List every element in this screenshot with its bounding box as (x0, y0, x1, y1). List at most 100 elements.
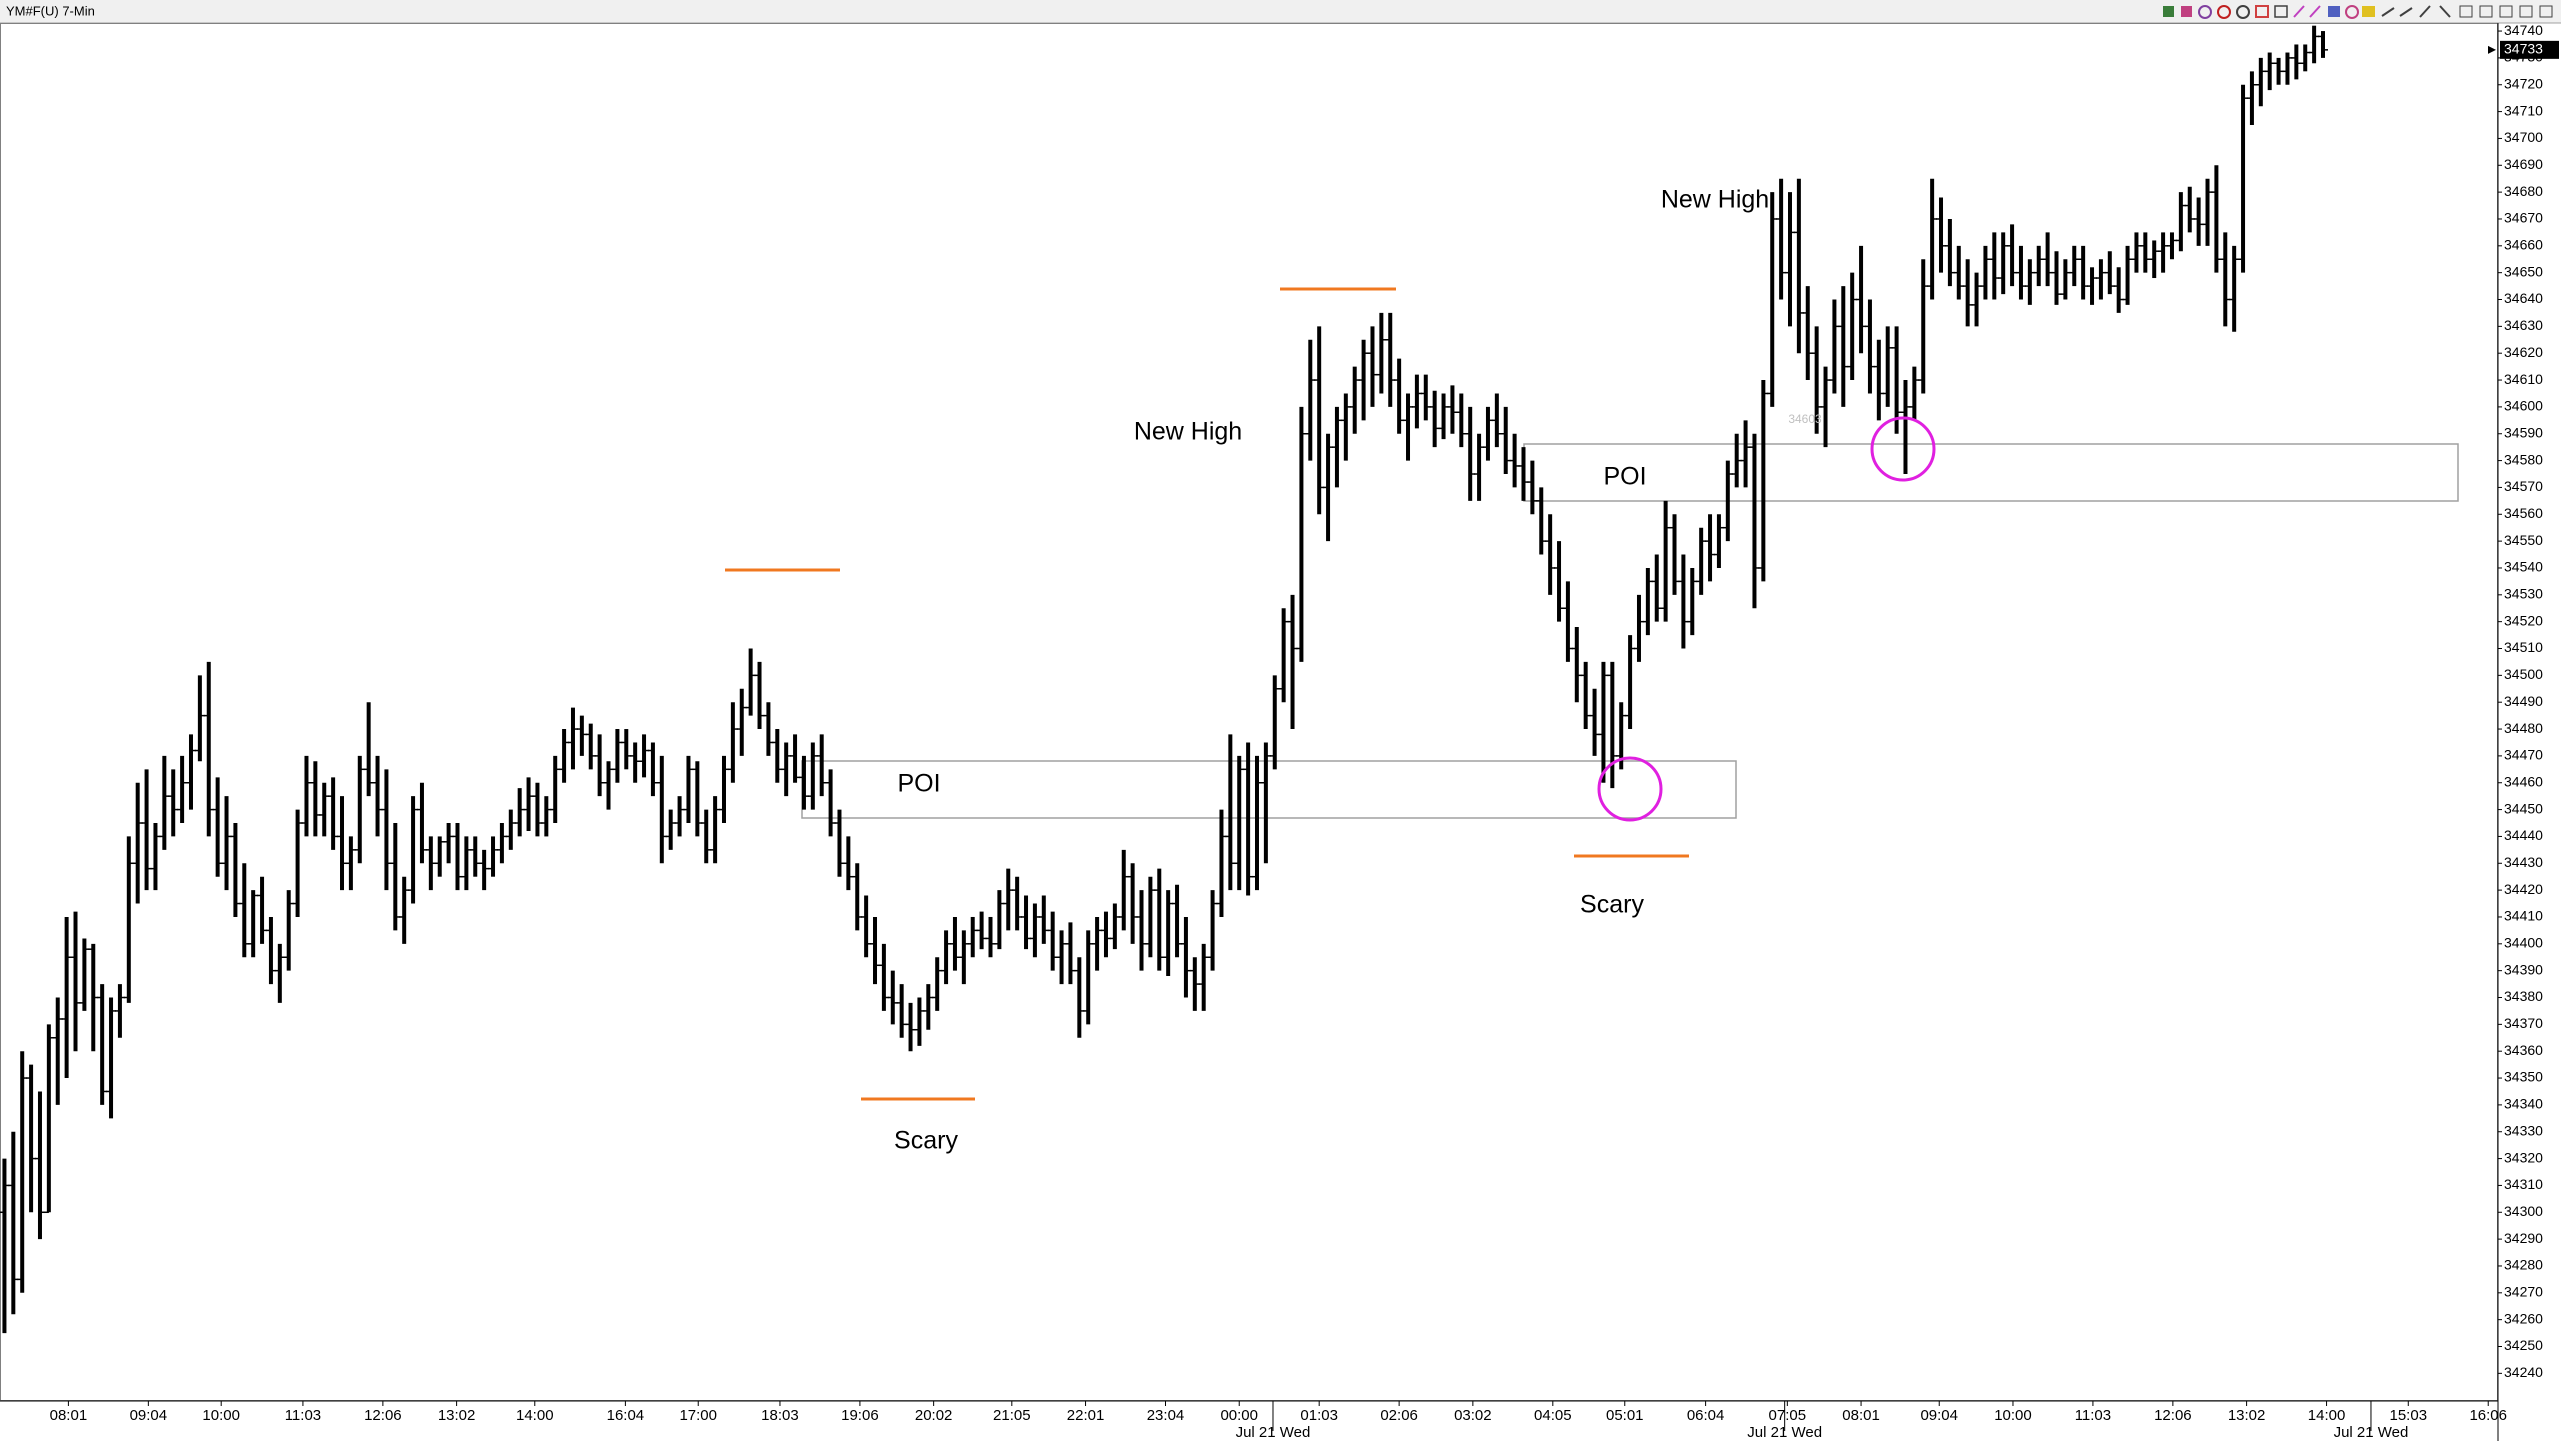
y-tick-label: 34650 (2504, 263, 2543, 279)
tool-icon[interactable] (2236, 5, 2250, 19)
y-tick-label: 34480 (2504, 720, 2543, 736)
x-tick-label: 14:00 (2308, 1407, 2346, 1424)
annotation: POI (897, 770, 940, 798)
tool-icon[interactable] (2362, 6, 2375, 17)
x-tick-label: 19:06 (841, 1407, 879, 1424)
chart-title: YM#F(U) 7-Min (6, 3, 95, 18)
x-tick-label: 13:02 (2228, 1407, 2266, 1424)
y-tick-label: 34440 (2504, 827, 2543, 843)
highlight-circle (1597, 756, 1663, 822)
y-tick-label: 34580 (2504, 451, 2543, 467)
y-tick-label: 34290 (2504, 1230, 2543, 1246)
y-tick-label: 34620 (2504, 344, 2543, 360)
y-tick-label: 34450 (2504, 800, 2543, 816)
x-tick-label: 23:04 (1147, 1407, 1185, 1424)
y-tick-label: 34600 (2504, 398, 2543, 414)
y-tick-label: 34310 (2504, 1176, 2543, 1192)
y-tick-label: 34630 (2504, 317, 2543, 333)
x-tick-label: 08:01 (1842, 1407, 1880, 1424)
tool-icon[interactable] (2479, 5, 2493, 18)
y-tick-label: 34740 (2504, 22, 2543, 38)
y-tick-label: 34530 (2504, 586, 2543, 602)
x-tick-label: 04:05 (1534, 1407, 1572, 1424)
y-tick-label: 34270 (2504, 1284, 2543, 1300)
y-tick-label: 34540 (2504, 559, 2543, 575)
bars (0, 25, 2328, 1334)
x-tick-label: 09:04 (1920, 1407, 1958, 1424)
y-tick-label: 34390 (2504, 961, 2543, 977)
x-tick-label: 12:06 (364, 1407, 402, 1424)
x-tick-label: 17:00 (679, 1407, 717, 1424)
y-tick-label: 34370 (2504, 1015, 2543, 1031)
x-tick-label: 11:03 (285, 1407, 321, 1424)
tool-icon[interactable] (2499, 5, 2513, 18)
y-tick-label: 34660 (2504, 237, 2543, 253)
tool-icon[interactable] (2539, 5, 2553, 18)
y-tick-label: 34420 (2504, 881, 2543, 897)
tool-icon[interactable] (2293, 5, 2305, 18)
tool-icon[interactable] (2309, 5, 2321, 18)
tool-icon[interactable] (2328, 6, 2340, 17)
y-tick-label: 34670 (2504, 210, 2543, 226)
y-tick-label: 34280 (2504, 1257, 2543, 1273)
x-tick-label: 18:03 (761, 1407, 799, 1424)
y-tick-label: 34690 (2504, 156, 2543, 172)
y-tick-label: 34680 (2504, 183, 2543, 199)
y-tick-label: 34710 (2504, 102, 2543, 118)
date-tick-label: Jul 21 Wed (1747, 1424, 1822, 1441)
x-tick-label: 14:00 (516, 1407, 554, 1424)
tool-icon[interactable] (2345, 5, 2359, 19)
y-tick-label: 34610 (2504, 371, 2543, 387)
y-tick-label: 34430 (2504, 854, 2543, 870)
x-tick-label: 20:02 (915, 1407, 953, 1424)
poi-box (801, 760, 1737, 819)
toolbar[interactable] (2163, 5, 2553, 19)
y-tick-label: 34260 (2504, 1310, 2543, 1326)
annotation: Scary (1580, 891, 1644, 919)
y-tick-label: 34320 (2504, 1149, 2543, 1165)
tool-icon[interactable] (2255, 5, 2269, 18)
tool-icon[interactable] (2399, 7, 2413, 17)
y-tick-label: 34470 (2504, 747, 2543, 763)
tool-icon[interactable] (2419, 5, 2431, 18)
y-tick-label: 34700 (2504, 129, 2543, 145)
x-tick-label: 21:05 (993, 1407, 1031, 1424)
tool-icon[interactable] (2519, 5, 2533, 18)
x-tick-label: 11:03 (2075, 1407, 2111, 1424)
y-tick-label: 34510 (2504, 639, 2543, 655)
x-tick-label: 06:04 (1687, 1407, 1725, 1424)
x-tick-label: 02:06 (1380, 1407, 1418, 1424)
y-tick-label: 34490 (2504, 693, 2543, 709)
x-tick-label: 12:06 (2154, 1407, 2192, 1424)
x-tick-label: 22:01 (1067, 1407, 1105, 1424)
tool-icon[interactable] (2459, 5, 2473, 18)
x-tick-label: 16:04 (607, 1407, 645, 1424)
y-tick-label: 34380 (2504, 988, 2543, 1004)
tool-icon[interactable] (2217, 5, 2231, 19)
tool-icon[interactable] (2274, 5, 2288, 18)
plot-frame (0, 23, 2498, 1401)
annotation: New High (1134, 418, 1242, 446)
y-tick-label: 34520 (2504, 612, 2543, 628)
annotation: Scary (894, 1127, 958, 1155)
annotation: 34603 (1788, 412, 1822, 426)
y-tick-label: 34330 (2504, 1122, 2543, 1138)
tool-icon[interactable] (2181, 6, 2192, 17)
highlight-circle (1870, 416, 1936, 482)
x-tick-label: 03:02 (1454, 1407, 1492, 1424)
annotation: New High (1661, 186, 1769, 214)
x-tick-label: 10:00 (1994, 1407, 2032, 1424)
y-tick-label: 34560 (2504, 505, 2543, 521)
last-price-box (2500, 40, 2559, 59)
title-bar (0, 0, 2561, 23)
tool-icon[interactable] (2381, 7, 2395, 17)
poi-box (1523, 443, 2459, 502)
y-tick-label: 34500 (2504, 666, 2543, 682)
tool-icon[interactable] (2198, 5, 2212, 19)
tool-icon[interactable] (2439, 5, 2451, 18)
y-tick-label: 34550 (2504, 532, 2543, 548)
tool-icon[interactable] (2163, 6, 2174, 17)
x-tick-label: 00:00 (1220, 1407, 1258, 1424)
x-tick-label: 05:01 (1606, 1407, 1644, 1424)
y-tick-label: 34250 (2504, 1337, 2543, 1353)
